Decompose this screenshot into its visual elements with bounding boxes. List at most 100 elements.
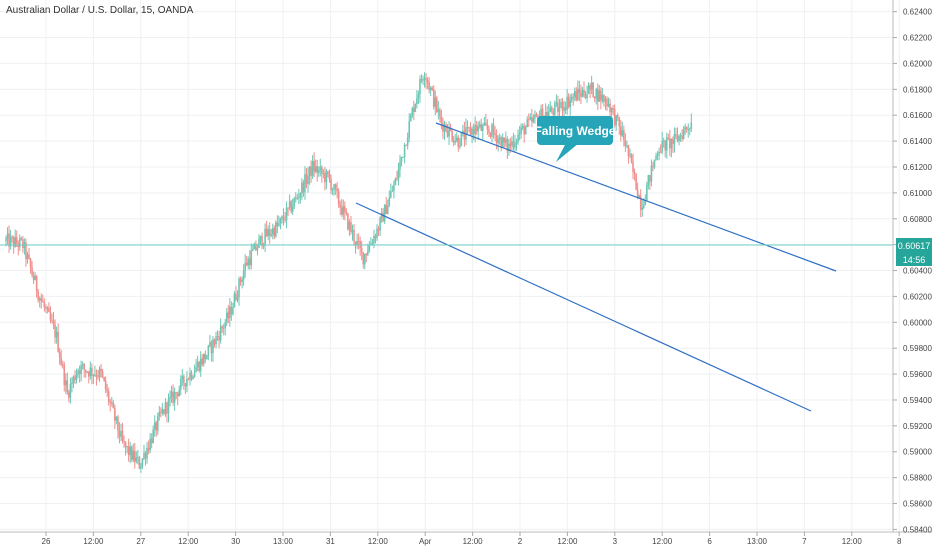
candle-body bbox=[541, 108, 544, 123]
candle-body bbox=[482, 125, 484, 131]
candle-body bbox=[661, 140, 663, 153]
time-axis[interactable]: 26 12:00 27 12:00 30 13:00 31 12:00 Apr 12:00 2 12:… bbox=[42, 532, 902, 546]
candle-body bbox=[314, 166, 317, 172]
candle-body bbox=[152, 429, 154, 444]
candle-body bbox=[229, 306, 231, 319]
candle-body bbox=[641, 207, 644, 210]
candle-body bbox=[685, 127, 688, 130]
candle-body bbox=[276, 222, 279, 226]
candle-body bbox=[552, 111, 555, 115]
candle-body bbox=[642, 205, 645, 208]
candle-body bbox=[498, 137, 501, 139]
candle-body bbox=[78, 370, 81, 374]
candle-body bbox=[187, 378, 190, 380]
candle-body bbox=[103, 377, 105, 381]
candle-body bbox=[377, 228, 380, 231]
candle-body bbox=[414, 104, 417, 112]
candle-body bbox=[71, 383, 73, 385]
candle-body bbox=[248, 258, 251, 266]
candle-body bbox=[480, 124, 483, 131]
candle-body bbox=[247, 258, 250, 266]
wedge-lower-line[interactable] bbox=[355, 202, 812, 412]
candle-body bbox=[183, 376, 185, 384]
candle-body bbox=[399, 161, 401, 170]
candle-body bbox=[632, 161, 634, 173]
candle-body bbox=[629, 154, 631, 156]
candle-body bbox=[20, 238, 23, 240]
candle-body bbox=[650, 165, 653, 182]
candle-body bbox=[429, 87, 432, 90]
time-tick-label: 7 bbox=[802, 537, 807, 546]
candle-body bbox=[609, 103, 611, 113]
candle-body bbox=[486, 125, 489, 130]
candle-body bbox=[644, 200, 647, 206]
candle-body bbox=[285, 207, 288, 221]
candle-body bbox=[52, 320, 55, 325]
candle-body bbox=[619, 126, 622, 136]
candle-body bbox=[593, 97, 596, 99]
candle-body bbox=[549, 107, 552, 112]
candle-body bbox=[310, 166, 312, 176]
candle-body bbox=[72, 376, 75, 384]
candle-body bbox=[330, 178, 332, 191]
candle-body bbox=[198, 362, 200, 371]
candle-body bbox=[532, 118, 535, 122]
callout-pointer bbox=[556, 143, 579, 162]
candle-body bbox=[40, 298, 43, 301]
candle-body bbox=[54, 324, 56, 338]
candle-body bbox=[431, 87, 434, 90]
candle-body bbox=[437, 109, 440, 112]
candle-body bbox=[350, 221, 352, 233]
price-tick-label: 0.61000 bbox=[903, 189, 932, 198]
candle-body bbox=[176, 393, 179, 397]
callout[interactable]: Falling Wedge bbox=[534, 116, 616, 162]
candle-body bbox=[68, 392, 70, 398]
price-tick-label: 0.59600 bbox=[903, 370, 932, 379]
candle-body bbox=[633, 172, 636, 174]
candle-body bbox=[639, 195, 642, 210]
time-tick-label: 3 bbox=[613, 537, 618, 546]
candle-body bbox=[239, 278, 242, 282]
candle-body bbox=[417, 94, 420, 99]
candle-body bbox=[475, 125, 478, 132]
candle-body bbox=[681, 135, 683, 139]
candle-body bbox=[624, 140, 627, 147]
candle-body bbox=[665, 137, 668, 151]
callout-text: Falling Wedge bbox=[534, 124, 615, 138]
current-price-box bbox=[896, 238, 932, 253]
falling-wedge[interactable] bbox=[355, 122, 837, 412]
candle-body bbox=[84, 369, 87, 373]
price-tick-label: 0.60000 bbox=[903, 318, 932, 327]
candle-body bbox=[120, 430, 122, 437]
candle-body bbox=[133, 450, 136, 462]
candle-body bbox=[357, 240, 360, 242]
candle-body bbox=[425, 78, 427, 80]
time-tick-label: 13:00 bbox=[747, 537, 768, 546]
candle-body bbox=[373, 236, 375, 244]
candle-body bbox=[216, 336, 219, 337]
candle-body bbox=[22, 239, 24, 248]
candle-body bbox=[428, 82, 430, 90]
candle-body bbox=[218, 336, 220, 341]
candle-body bbox=[106, 389, 108, 392]
candle-body bbox=[448, 127, 450, 137]
wedge-upper-line[interactable] bbox=[435, 122, 837, 272]
candle-body bbox=[92, 374, 95, 376]
candle-body bbox=[584, 95, 587, 99]
candle-body bbox=[570, 96, 573, 101]
candle-body bbox=[365, 253, 368, 256]
candle-body bbox=[563, 107, 565, 112]
candle-body bbox=[5, 238, 7, 241]
candle-body bbox=[242, 270, 245, 280]
candle-body bbox=[472, 128, 475, 135]
candle-body bbox=[48, 307, 50, 313]
candle-body bbox=[500, 137, 502, 148]
candle-body bbox=[564, 107, 567, 110]
candle-body bbox=[100, 368, 102, 372]
candle-body bbox=[419, 79, 421, 95]
candle-body bbox=[291, 206, 294, 212]
candle-body bbox=[181, 376, 184, 380]
candle-body bbox=[353, 229, 355, 242]
candle-body bbox=[51, 319, 53, 321]
